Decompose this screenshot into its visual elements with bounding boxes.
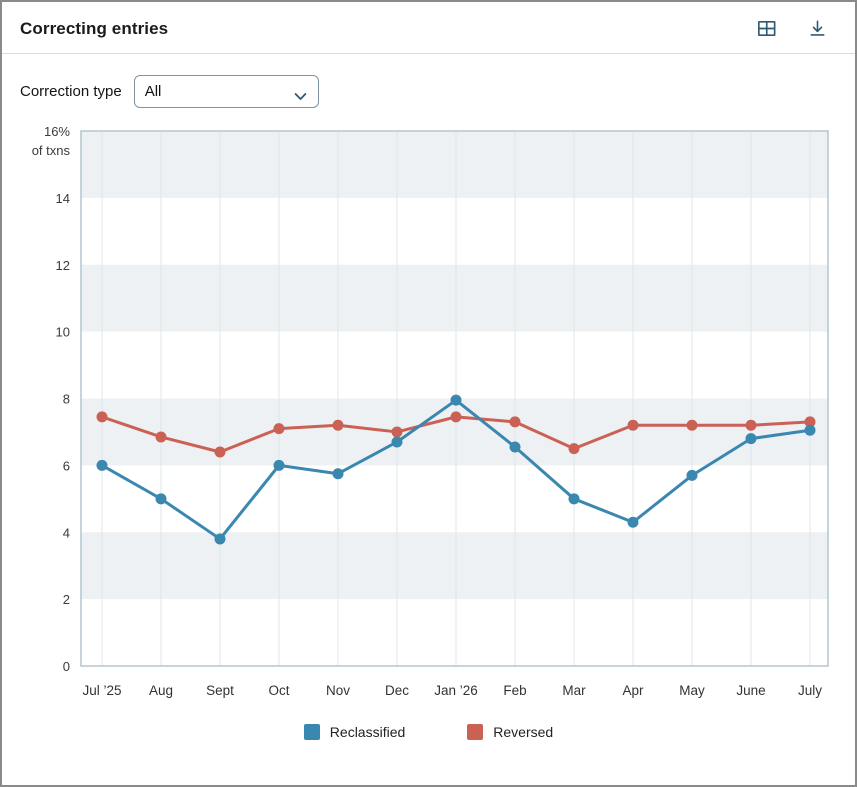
data-point-reclassified[interactable] xyxy=(509,441,521,453)
table-view-icon xyxy=(755,17,778,40)
card-header: Correcting entries xyxy=(2,2,855,54)
data-point-reversed[interactable] xyxy=(745,419,757,431)
x-axis-tick-label: Jul ’25 xyxy=(82,683,121,698)
data-point-reclassified[interactable] xyxy=(745,433,757,445)
header-icons xyxy=(755,17,829,40)
data-point-reversed[interactable] xyxy=(686,419,698,431)
y-axis-tick-label: 6 xyxy=(63,458,70,473)
data-point-reversed[interactable] xyxy=(804,416,816,428)
data-point-reversed[interactable] xyxy=(568,443,580,455)
data-point-reclassified[interactable] xyxy=(155,493,167,505)
data-point-reversed[interactable] xyxy=(96,411,108,423)
y-axis-tick-label: 2 xyxy=(63,592,70,607)
x-axis-tick-label: Nov xyxy=(326,683,350,698)
correction-type-label: Correction type xyxy=(20,83,122,100)
data-point-reclassified[interactable] xyxy=(686,469,698,481)
x-axis-tick-label: Dec xyxy=(385,683,409,698)
correction-type-select[interactable]: All xyxy=(133,75,319,108)
y-axis-top-label: 16% xyxy=(44,124,70,139)
y-axis-tick-label: 4 xyxy=(63,525,70,540)
data-point-reversed[interactable] xyxy=(214,446,226,458)
page-title: Correcting entries xyxy=(20,18,169,38)
data-point-reclassified[interactable] xyxy=(96,459,108,471)
download-button[interactable] xyxy=(806,17,829,40)
x-axis-tick-label: Oct xyxy=(268,683,289,698)
data-point-reversed[interactable] xyxy=(273,423,285,435)
data-point-reversed[interactable] xyxy=(155,431,167,443)
data-point-reversed[interactable] xyxy=(450,411,462,423)
data-point-reversed[interactable] xyxy=(391,426,403,438)
data-point-reclassified[interactable] xyxy=(332,468,344,480)
grid-band xyxy=(81,131,828,198)
x-axis-tick-label: Jan ’26 xyxy=(434,683,478,698)
data-point-reversed[interactable] xyxy=(627,419,639,431)
x-axis-tick-label: June xyxy=(736,683,765,698)
y-axis-tick-label: 14 xyxy=(56,191,70,206)
data-point-reversed[interactable] xyxy=(509,416,521,428)
data-point-reclassified[interactable] xyxy=(627,516,639,528)
chart-svg: 0 2 4 6 8 10 12 14 16% of txns Jul ’25 Aug Sept Oct No… xyxy=(32,124,829,698)
x-axis-tick-label: Mar xyxy=(562,683,586,698)
y-axis-tick-label: 8 xyxy=(63,392,70,407)
grid-band xyxy=(81,264,828,332)
correction-type-value: All xyxy=(144,83,162,100)
legend-label: Reversed xyxy=(493,724,554,740)
plot-border xyxy=(80,130,829,667)
y-axis-tick-label: 10 xyxy=(56,325,70,340)
data-point-reversed[interactable] xyxy=(332,419,344,431)
x-axis-tick-label: May xyxy=(679,683,705,698)
legend-label: Reclassified xyxy=(329,724,406,740)
x-axis-tick-label: July xyxy=(798,683,822,698)
data-point-reclassified[interactable] xyxy=(804,424,816,436)
x-axis-tick-label: Apr xyxy=(622,683,644,698)
data-point-reclassified[interactable] xyxy=(391,436,403,448)
grid-band xyxy=(81,532,828,600)
y-axis-tick-label: 0 xyxy=(63,659,70,674)
data-point-reclassified[interactable] xyxy=(450,394,462,406)
chevron-down-icon xyxy=(294,88,307,106)
download-icon xyxy=(806,17,829,40)
legend-swatch-icon xyxy=(303,724,320,740)
data-point-reclassified[interactable] xyxy=(273,459,285,471)
x-axis-tick-label: Feb xyxy=(503,683,526,698)
chart-legend: Reclassified Reversed xyxy=(2,724,855,740)
legend-item-reclassified[interactable]: Reclassified xyxy=(303,724,406,740)
data-point-reclassified[interactable] xyxy=(214,533,226,545)
data-point-reclassified[interactable] xyxy=(568,493,580,505)
table-view-button[interactable] xyxy=(755,17,778,40)
grid-band xyxy=(81,398,828,466)
y-axis-tick-label: 12 xyxy=(56,258,70,273)
x-axis-tick-label: Sept xyxy=(206,683,234,698)
x-axis-tick-label: Aug xyxy=(149,683,173,698)
chart-area: 0 2 4 6 8 10 12 14 16% of txns Jul ’25 Aug Sept Oct No… xyxy=(2,119,855,704)
y-axis-top-label: of txns xyxy=(32,143,71,158)
legend-swatch-icon xyxy=(467,724,484,740)
filter-controls: Correction type All xyxy=(2,54,855,108)
legend-item-reversed[interactable]: Reversed xyxy=(467,724,553,740)
